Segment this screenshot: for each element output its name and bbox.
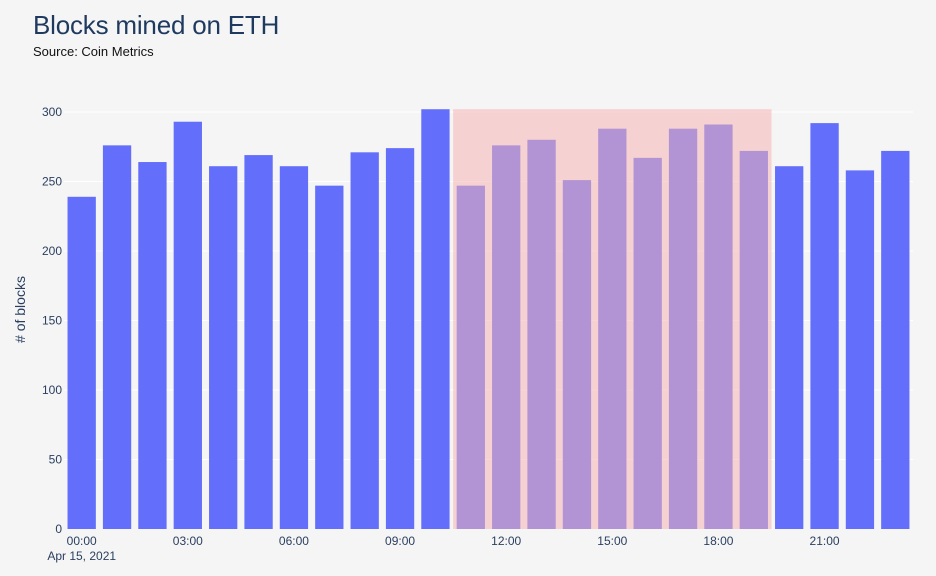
y-tick-label: 250	[42, 175, 62, 189]
y-tick-label: 0	[55, 522, 62, 536]
bar	[775, 166, 804, 529]
chart-title: Blocks mined on ETH	[33, 10, 280, 40]
y-tick-label: 300	[42, 105, 62, 119]
bar	[279, 166, 309, 529]
x-tick-label: 06:00	[279, 534, 309, 548]
bar	[67, 196, 96, 530]
x-tick-label: 00:00	[67, 534, 97, 548]
bar	[173, 121, 202, 529]
bar	[881, 150, 910, 530]
x-date-label: Apr 15, 2021	[47, 549, 116, 563]
bar	[102, 145, 132, 530]
x-tick-label: 03:00	[173, 534, 203, 548]
x-tick-label: 09:00	[385, 534, 415, 548]
bar	[244, 155, 273, 529]
y-axis-title: # of blocks	[12, 276, 28, 343]
x-tick-label: 18:00	[703, 534, 733, 548]
bar	[421, 109, 450, 529]
highlight-region	[453, 109, 772, 529]
x-tick-label: 21:00	[810, 534, 840, 548]
bar	[810, 123, 839, 530]
bar	[385, 148, 415, 529]
y-tick-label: 100	[42, 383, 62, 397]
bar	[315, 185, 344, 530]
chart-subtitle: Source: Coin Metrics	[33, 44, 154, 59]
bar	[209, 166, 238, 529]
bar	[845, 170, 875, 529]
y-tick-label: 200	[42, 244, 62, 258]
x-tick-label: 12:00	[491, 534, 521, 548]
bar	[138, 162, 167, 530]
bar	[350, 152, 379, 529]
y-tick-label: 50	[49, 453, 63, 467]
y-tick-label: 150	[42, 314, 62, 328]
x-tick-label: 15:00	[597, 534, 627, 548]
